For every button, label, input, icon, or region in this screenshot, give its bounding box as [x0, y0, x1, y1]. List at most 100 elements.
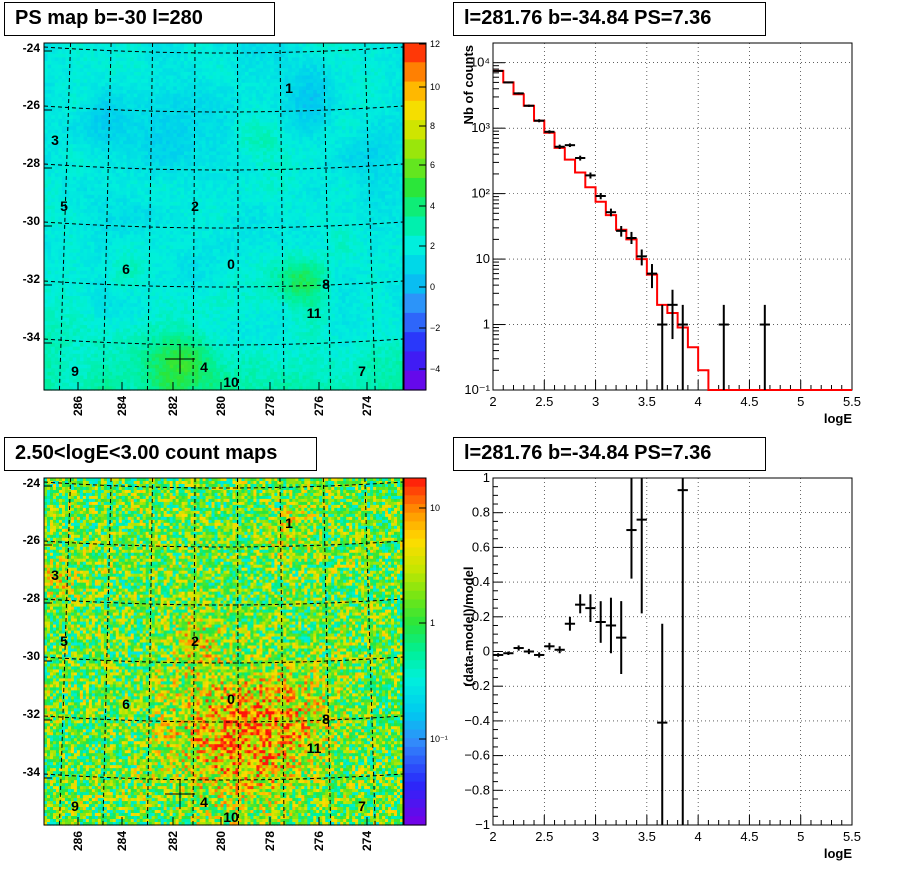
- source-label: 8: [322, 711, 330, 727]
- data-points: [493, 69, 770, 390]
- source-label: 4: [200, 359, 208, 375]
- x-tick-label: 3.5: [638, 829, 656, 844]
- colorbar-tick-label: 12: [430, 39, 440, 49]
- colorbar-tick-label: 10: [430, 82, 440, 92]
- grid-meridian: [102, 477, 112, 826]
- x-tick-label: 2: [489, 394, 496, 409]
- x-tick-label: 5.5: [843, 394, 861, 409]
- colorbar-tick-label: −2: [430, 323, 440, 333]
- grid-parallel: [43, 280, 404, 288]
- grid-parallel: [43, 715, 404, 723]
- source-label: 7: [358, 363, 366, 379]
- colorbar-tick-label: 6: [430, 160, 435, 170]
- grid-parallel: [43, 773, 404, 781]
- y-tick-label: 10⁻¹: [464, 382, 490, 397]
- grid-meridian: [102, 42, 112, 391]
- y-tick-label: 0.2: [472, 609, 490, 624]
- colorbar-tick-label: 1: [430, 618, 435, 628]
- x-tick-label: 4: [695, 829, 702, 844]
- plot-frame: [492, 477, 853, 826]
- colorbar-tick-label: 0: [430, 282, 435, 292]
- grid-meridian: [146, 477, 154, 826]
- heatmap-cells: [44, 478, 404, 826]
- source-label: 1: [285, 515, 293, 531]
- y-tick-label: −0.6: [464, 748, 490, 763]
- x-tick-label: 280: [214, 831, 228, 851]
- spectrum-chart: 2 2.5 3 3.5 4 4.5 5 5.5 10⁻¹ 1 10 10² 10³ 10⁴ logE Nb o…: [461, 42, 861, 426]
- grid-parallel: [43, 338, 404, 346]
- grid-meridian: [192, 42, 196, 391]
- grid-meridian: [322, 42, 332, 391]
- grid-meridian: [192, 477, 196, 826]
- y-tick-label: 1: [483, 470, 490, 485]
- x-tick-label: 2.5: [535, 394, 553, 409]
- grid-parallel: [43, 163, 404, 171]
- y-tick-label: -24: [23, 476, 41, 490]
- source-label: 3: [51, 567, 59, 583]
- colorbar-tick-label: −4: [430, 364, 440, 374]
- source-label: 11: [307, 740, 322, 756]
- y-tick-label: -32: [23, 707, 41, 721]
- grid-parallel: [43, 540, 404, 548]
- count-map-panel: 2.50<logE<3.00 count maps -24 -26 -28 -30 -3…: [0, 435, 449, 871]
- residual-chart: 2 2.5 3 3.5 4 4.5 5 5.5 −1 −0.8 −0.6 −0.4 −0.2 0 0.2 0.…: [461, 470, 861, 861]
- grid-meridian: [364, 42, 376, 391]
- y-tick-label: −0.4: [464, 713, 490, 728]
- source-label: 6: [122, 696, 130, 712]
- grid-parallel: [43, 656, 404, 664]
- colorbar-tick-label: 4: [430, 201, 435, 211]
- source-label: 9: [71, 798, 79, 814]
- y-tick-label: 10⁴: [470, 55, 490, 70]
- grid-parallel: [43, 221, 404, 229]
- spectrum-panel: l=281.76 b=-34.84 PS=7.36 2 2.5 3 3.5 4 4.5 5 5…: [449, 0, 898, 435]
- x-tick-label: 276: [312, 831, 326, 851]
- y-tick-label: -28: [23, 156, 41, 170]
- residual-panel: l=281.76 b=-34.84 PS=7.36 2 2.5 3 3.5 4 4.5 5 5…: [449, 435, 898, 871]
- grid-parallel: [43, 598, 404, 606]
- y-tick-label: −0.2: [464, 678, 490, 693]
- source-label: 9: [71, 363, 79, 379]
- y-axis-label: Nb of counts: [461, 45, 476, 124]
- source-labels: 0 1 2 3 4 5 6 7 8 9 10 11: [51, 515, 366, 825]
- x-tick-label: 284: [115, 831, 129, 851]
- map-frame: [43, 477, 404, 826]
- y-tick-label: −1: [475, 817, 490, 832]
- x-tick-label: 4.5: [740, 394, 758, 409]
- source-labels: 0 1 2 3 4 5 6 7 8 9 10 11: [51, 80, 366, 390]
- source-label: 10: [223, 809, 239, 825]
- x-tick-label: 274: [360, 396, 374, 416]
- residual-title: l=281.76 b=-34.84 PS=7.36: [453, 437, 766, 471]
- y-tick-label: -34: [23, 330, 41, 344]
- colorbar-tick-label: 10: [430, 503, 440, 513]
- grid: [492, 477, 853, 826]
- spectrum-title: l=281.76 b=-34.84 PS=7.36: [453, 2, 766, 36]
- count-map-title: 2.50<logE<3.00 count maps: [4, 437, 317, 471]
- source-label: 11: [307, 305, 322, 321]
- colorbar: 10 1 10⁻¹: [403, 477, 448, 826]
- y-tick-label: -28: [23, 591, 41, 605]
- source-label: 0: [227, 256, 235, 272]
- x-tick-label: 4: [695, 394, 702, 409]
- y-tick-label: 0.8: [472, 505, 490, 520]
- y-tick-label: 1: [483, 317, 490, 332]
- grid-meridian: [58, 477, 72, 826]
- grid-parallel: [43, 481, 404, 489]
- x-tick-label: 278: [263, 396, 277, 416]
- source-label: 2: [191, 633, 199, 649]
- map-frame: [43, 42, 404, 391]
- x-tick-label: 2.5: [535, 829, 553, 844]
- source-label: 5: [60, 633, 68, 649]
- x-tick-label: 5: [797, 829, 804, 844]
- y-axis-label: (data-model)/model: [461, 567, 476, 687]
- x-tick-label: 3.5: [638, 394, 656, 409]
- source-label: 1: [285, 80, 293, 96]
- y-tick-label: -30: [23, 649, 41, 663]
- colorbar-frame: [403, 477, 427, 826]
- x-tick-label: 2: [489, 829, 496, 844]
- y-tick-label: -26: [23, 98, 41, 112]
- x-tick-label: 276: [312, 396, 326, 416]
- x-tick-label: 286: [71, 396, 85, 416]
- y-tick-label: 10²: [471, 186, 490, 201]
- y-tick-label: 10: [476, 251, 490, 266]
